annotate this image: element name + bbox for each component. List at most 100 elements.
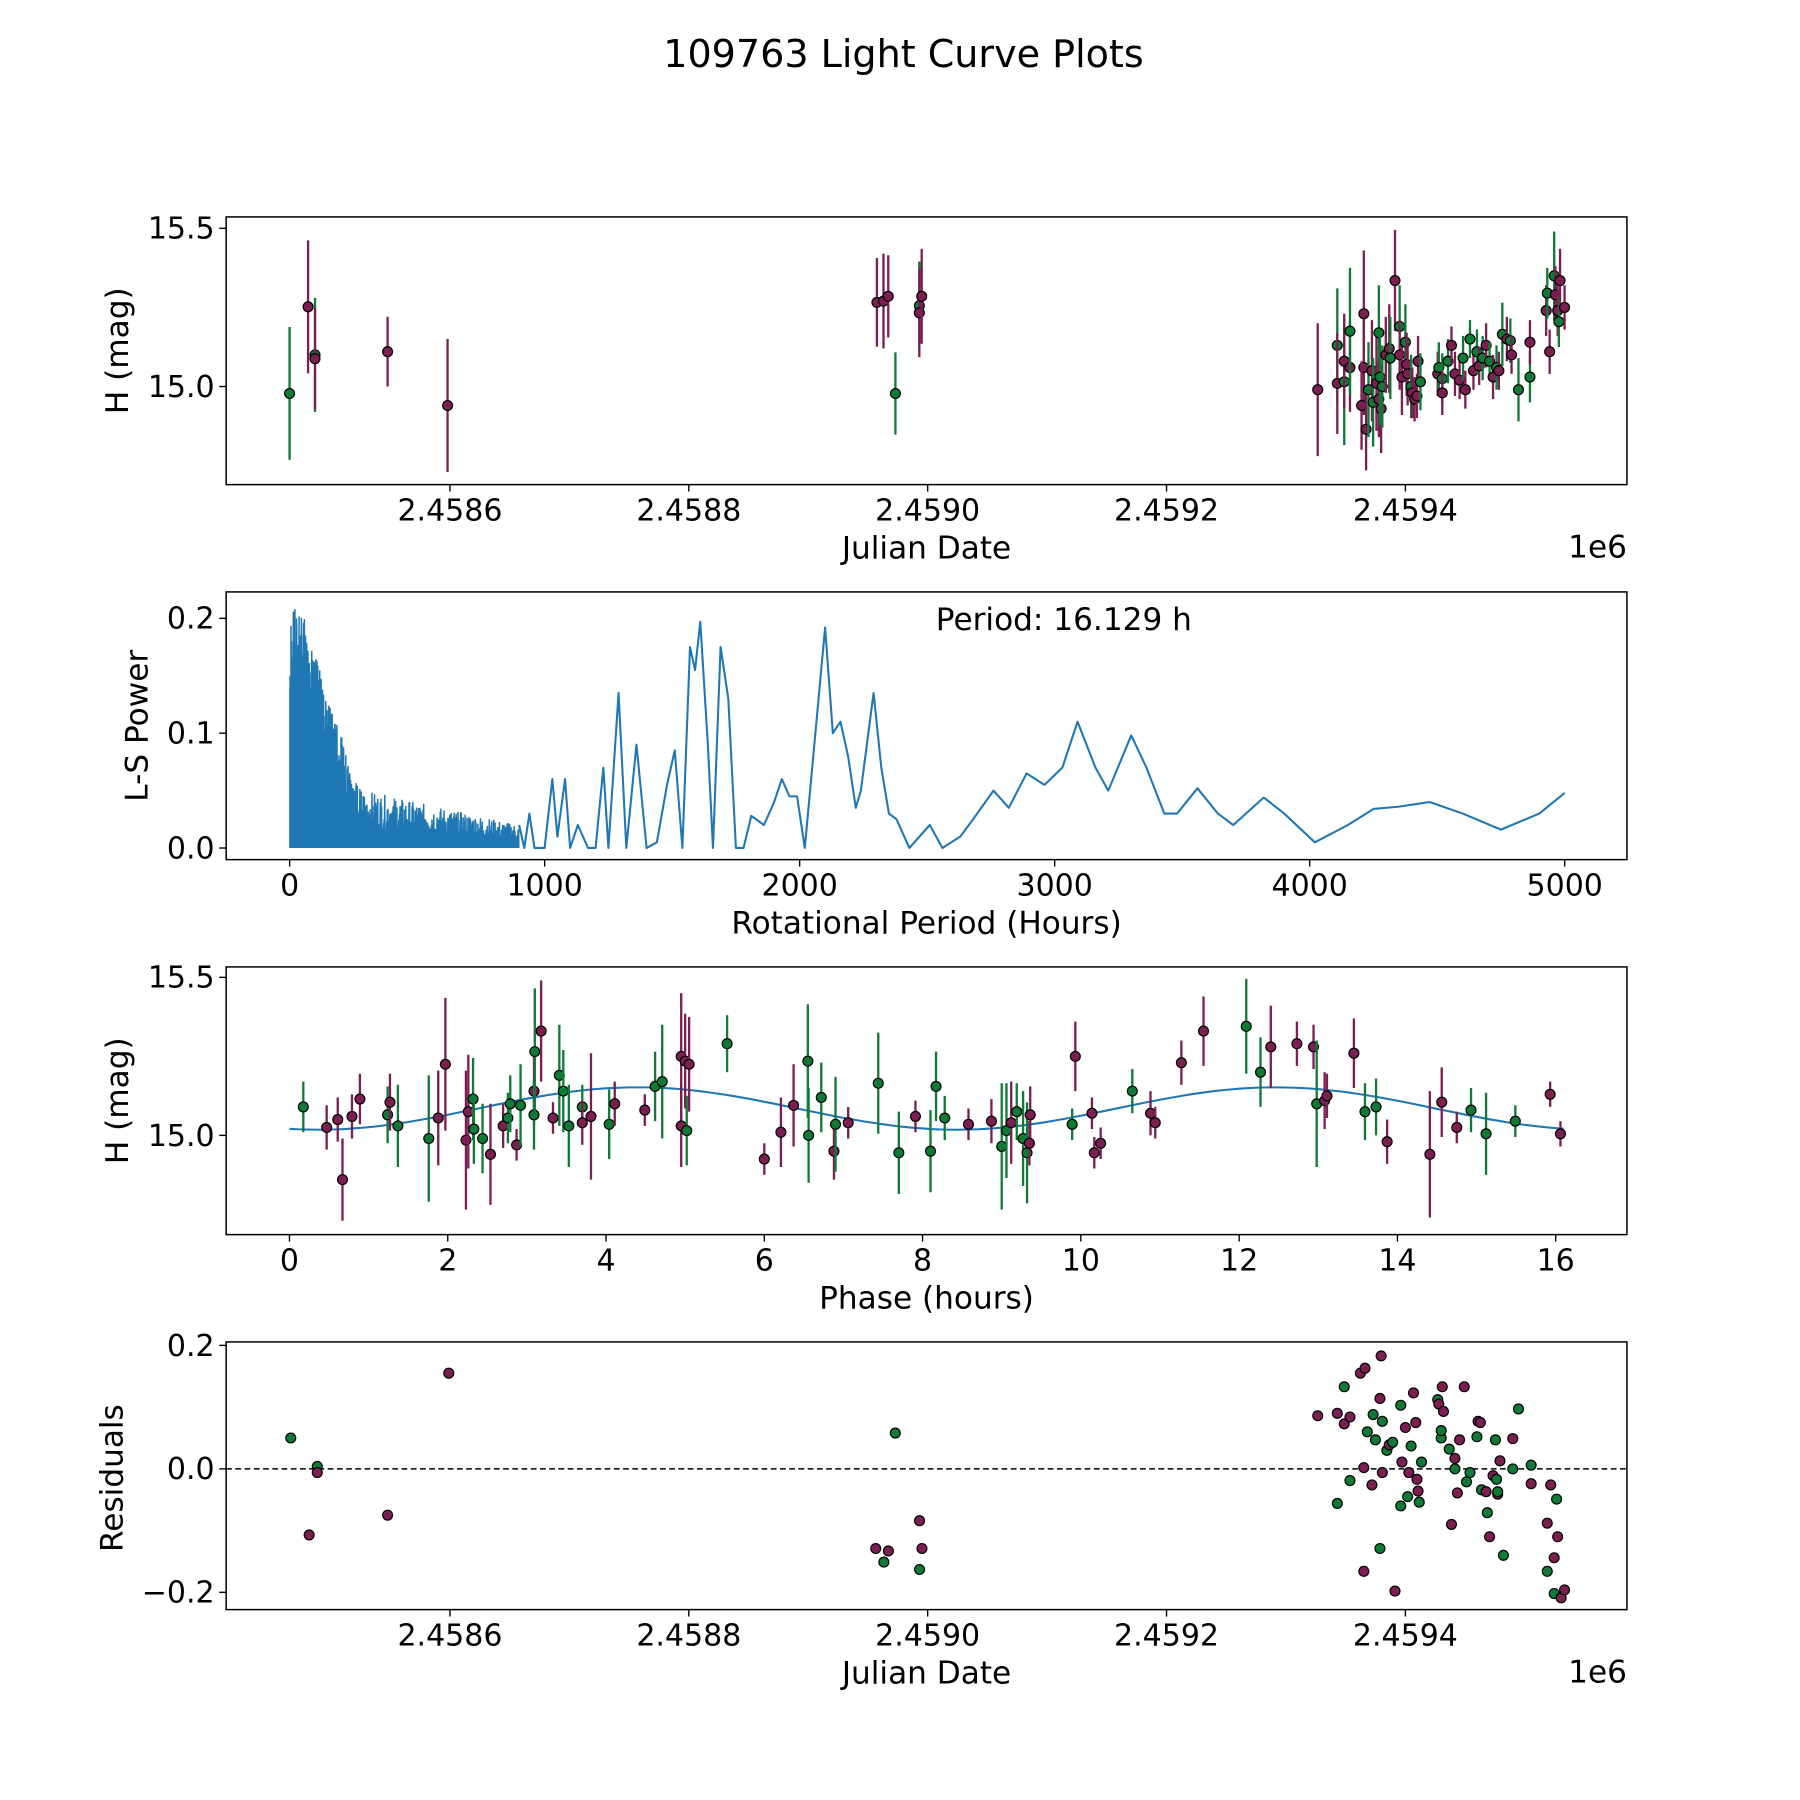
- data-point: [442, 399, 454, 412]
- data-point: [1454, 1434, 1466, 1446]
- data-point: [1312, 1410, 1324, 1422]
- data-point: [1312, 384, 1324, 396]
- lightcurve-plot-area: 2.4586 2.4588 2.4590 2.4592 2.4594 15.0 15.5: [148, 212, 1628, 528]
- data-point: [515, 1099, 527, 1111]
- data-point: [1358, 308, 1370, 320]
- data-point: [384, 1096, 396, 1108]
- data-point: [788, 1099, 800, 1111]
- x-tick-label: 6: [755, 1243, 774, 1278]
- data-point: [576, 1117, 588, 1129]
- data-point: [1464, 1467, 1476, 1479]
- data-point: [1411, 1473, 1423, 1485]
- data-point: [1445, 339, 1458, 351]
- data-point: [1095, 1137, 1107, 1149]
- data-point: [758, 1153, 770, 1165]
- data-point: [1344, 1411, 1356, 1423]
- phased-frame: [225, 966, 1628, 1236]
- data-point: [1493, 365, 1505, 377]
- data-point: [1449, 1452, 1461, 1464]
- period-annotation: Period: 16.129 h: [936, 602, 1192, 638]
- data-point: [1369, 1434, 1381, 1446]
- data-point: [1389, 274, 1401, 287]
- data-point: [1394, 349, 1406, 361]
- phased-ylabel: H (mag): [100, 1037, 136, 1164]
- residuals-frame: [225, 1341, 1628, 1611]
- residuals-offset-text: 1e6: [1568, 1654, 1627, 1690]
- data-point: [484, 1148, 497, 1160]
- data-point: [1545, 1479, 1557, 1491]
- data-point: [1507, 1433, 1519, 1445]
- data-point: [1321, 1090, 1333, 1102]
- phased-marks: [289, 978, 1566, 1221]
- data-point: [1548, 1552, 1560, 1564]
- x-tick-label: 10: [1062, 1243, 1100, 1278]
- data-point: [802, 1055, 814, 1067]
- data-point: [1403, 1467, 1415, 1479]
- data-point: [1348, 1047, 1360, 1059]
- data-point: [1553, 316, 1565, 328]
- model-fit-line: [289, 1086, 1564, 1131]
- data-point: [1069, 1050, 1081, 1062]
- data-point: [1559, 301, 1571, 313]
- data-point: [1344, 1475, 1356, 1487]
- data-point: [1374, 1542, 1386, 1555]
- data-point: [842, 1117, 854, 1129]
- data-point: [1465, 1104, 1477, 1116]
- data-point: [1331, 1407, 1343, 1419]
- x-tick-label: 2.4588: [636, 1618, 741, 1653]
- y-tick-label: 0.2: [167, 602, 215, 637]
- data-point: [1254, 1066, 1267, 1078]
- periodogram-panel: Rotational Period (Hours) L-S Power Peri…: [120, 591, 1628, 941]
- data-point: [1512, 1403, 1525, 1415]
- x-tick-label: 2.4586: [397, 1618, 502, 1653]
- data-point: [1415, 1456, 1428, 1468]
- data-point: [1086, 1107, 1098, 1119]
- data-point: [1551, 1493, 1563, 1505]
- residuals-ylabel: Residuals: [94, 1404, 130, 1552]
- x-tick-label: 12: [1220, 1243, 1258, 1278]
- data-point: [585, 1110, 597, 1122]
- y-tick-label: 0.0: [167, 1452, 215, 1487]
- y-tick-label: 0.2: [167, 1329, 215, 1364]
- phased-plot-area: 0 2 4 6 8 10 12 14 16 15.0 15.5: [148, 961, 1628, 1278]
- data-point: [1331, 1497, 1343, 1509]
- data-point: [1375, 403, 1387, 415]
- data-point: [1480, 1128, 1492, 1140]
- data-point: [1449, 1463, 1461, 1475]
- data-point: [563, 1120, 575, 1132]
- data-point: [439, 1058, 451, 1070]
- x-tick-label: 0: [280, 868, 299, 903]
- x-tick-label: 2000: [761, 868, 837, 903]
- data-point: [1544, 346, 1556, 358]
- data-point: [382, 346, 394, 358]
- residuals-marks: [226, 1350, 1627, 1604]
- data-point: [1361, 1426, 1373, 1438]
- data-point: [1474, 1417, 1486, 1429]
- data-point: [1384, 352, 1396, 364]
- x-tick-label: 2.4594: [1353, 1618, 1458, 1653]
- x-tick-label: 0: [280, 1243, 299, 1278]
- periodogram-marks: [289, 609, 1566, 850]
- data-point: [332, 1114, 344, 1126]
- x-tick-label: 4: [596, 1243, 615, 1278]
- data-point: [1402, 1491, 1414, 1503]
- data-point: [297, 1101, 309, 1113]
- data-point: [609, 1098, 621, 1110]
- data-point: [939, 1112, 951, 1124]
- data-point: [1412, 1485, 1424, 1497]
- figure-title: 109763 Light Curve Plots: [663, 32, 1143, 76]
- data-point: [1011, 1106, 1023, 1118]
- x-tick-label: 1000: [506, 868, 582, 903]
- periodogram-frame: [225, 591, 1628, 861]
- data-point: [1240, 1020, 1252, 1032]
- data-point: [914, 1515, 926, 1527]
- y-tick-label: 15.0: [148, 370, 215, 405]
- data-point: [382, 1509, 394, 1521]
- data-point: [1481, 1507, 1493, 1519]
- data-point: [882, 1545, 894, 1557]
- data-point: [1367, 1408, 1379, 1421]
- data-point: [1525, 1459, 1537, 1471]
- data-point: [1410, 1417, 1422, 1429]
- data-point: [962, 1118, 975, 1130]
